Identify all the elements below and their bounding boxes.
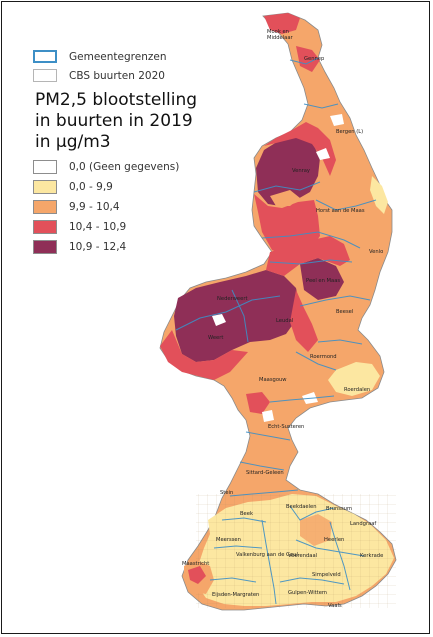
zone-nodata-3 bbox=[330, 114, 344, 126]
zone-mid-heerlen bbox=[300, 514, 332, 546]
legend-class-label: 9,9 - 10,4 bbox=[69, 201, 120, 213]
class-swatch bbox=[33, 160, 57, 174]
place-label: Echt-Susteren bbox=[268, 424, 304, 430]
zone-nodata-5 bbox=[262, 410, 274, 422]
zone-nodata-1 bbox=[212, 314, 226, 326]
place-label: Peel en Maas bbox=[306, 278, 340, 284]
place-label: Leudal bbox=[276, 318, 293, 324]
place-label: Voerendaal bbox=[288, 553, 317, 559]
place-label: Gennep bbox=[304, 56, 325, 62]
zone-high-4 bbox=[160, 330, 248, 380]
place-label: Brunssum bbox=[326, 506, 352, 512]
legend-class-label: 0,0 (Geen gegevens) bbox=[69, 161, 180, 173]
class-swatch bbox=[33, 180, 57, 194]
place-label: Maastricht bbox=[182, 561, 209, 567]
place-label: Sittard-Geleen bbox=[246, 470, 284, 476]
place-label: Valkenburg aan de Geul bbox=[236, 552, 298, 558]
legend-class-row: 9,9 - 10,4 bbox=[33, 199, 233, 215]
place-label: Roermond bbox=[310, 354, 337, 360]
legend-title-line: PM2,5 blootstelling bbox=[35, 90, 198, 110]
zone-high-3 bbox=[266, 236, 350, 276]
zone-low-east bbox=[370, 176, 388, 214]
place-label: Bergen (L) bbox=[336, 129, 363, 135]
zone-high-2 bbox=[254, 194, 320, 258]
legend-class-row: 10,4 - 10,9 bbox=[33, 219, 233, 235]
legend-layer-label: Gemeentegrenzen bbox=[69, 50, 167, 63]
zone-highest-peel bbox=[300, 258, 344, 300]
class-swatch bbox=[33, 200, 57, 214]
place-label: Landgraaf bbox=[350, 521, 376, 527]
place-label: Weert bbox=[208, 335, 223, 341]
legend-layer-municipal-boundaries: Gemeentegrenzen bbox=[33, 48, 233, 65]
legend-class-label: 10,9 - 12,4 bbox=[69, 241, 127, 253]
class-swatch bbox=[33, 220, 57, 234]
place-labels: Mook en Middelaar Gennep Bergen (L) Venra… bbox=[182, 29, 383, 609]
zone-high-1 bbox=[264, 122, 336, 176]
legend-class-label: 10,4 - 10,9 bbox=[69, 221, 127, 233]
zone-highest-mid bbox=[174, 270, 300, 362]
legend-title: PM2,5 blootstelling in buurten in 2019 i… bbox=[35, 90, 245, 153]
boundary-swatch bbox=[33, 50, 57, 63]
legend-title-line: in buurten in 2019 bbox=[35, 111, 193, 131]
zone-high-5 bbox=[290, 290, 318, 352]
neighbourhood-swatch bbox=[33, 69, 57, 82]
place-label: Horst aan de Maas bbox=[316, 208, 365, 214]
place-label: Mook en Middelaar bbox=[267, 29, 293, 41]
legend-layer-neighbourhoods: CBS buurten 2020 bbox=[33, 67, 233, 84]
class-swatch bbox=[33, 240, 57, 254]
zone-low-roerdalen bbox=[328, 362, 380, 396]
municipal-boundaries bbox=[175, 57, 377, 605]
map-legend: Gemeentegrenzen CBS buurten 2020 PM2,5 b… bbox=[33, 48, 233, 259]
place-label: Venray bbox=[292, 168, 310, 174]
place-label: Simpelveld bbox=[312, 572, 341, 578]
zone-high-maastricht bbox=[188, 566, 206, 584]
legend-class-row: 0,0 (Geen gegevens) bbox=[33, 159, 233, 175]
zone-high-7 bbox=[296, 46, 320, 72]
place-label: Gulpen-Wittem bbox=[288, 590, 327, 596]
zone-high-6 bbox=[264, 13, 300, 34]
place-label: Meerssen bbox=[216, 537, 241, 543]
place-label: Beek bbox=[240, 511, 253, 517]
zone-high-8 bbox=[246, 392, 270, 414]
place-label: Venlo bbox=[369, 249, 383, 255]
legend-title-line: in µg/m3 bbox=[35, 132, 111, 152]
place-label: Maasgouw bbox=[259, 377, 287, 383]
place-label: Vaals bbox=[328, 603, 342, 609]
legend-class-row: 0,0 - 9,9 bbox=[33, 179, 233, 195]
legend-layer-label: CBS buurten 2020 bbox=[69, 69, 165, 82]
zone-nodata-2 bbox=[316, 148, 330, 160]
place-label: Stein bbox=[220, 490, 233, 496]
zone-low-south-grid bbox=[196, 494, 396, 608]
place-label: Eijsden-Margraten bbox=[212, 592, 259, 598]
place-label: Roerdalen bbox=[344, 387, 370, 393]
place-label: Heerlen bbox=[324, 537, 344, 543]
zone-mid-venray bbox=[270, 190, 300, 206]
place-label: Kerkrade bbox=[360, 553, 383, 559]
place-label: Beesel bbox=[336, 309, 353, 315]
legend-class-row: 10,9 - 12,4 bbox=[33, 239, 233, 255]
place-label: Nederweert bbox=[217, 296, 247, 302]
place-label: Beekdaelen bbox=[286, 504, 317, 510]
legend-class-label: 0,0 - 9,9 bbox=[69, 181, 113, 193]
